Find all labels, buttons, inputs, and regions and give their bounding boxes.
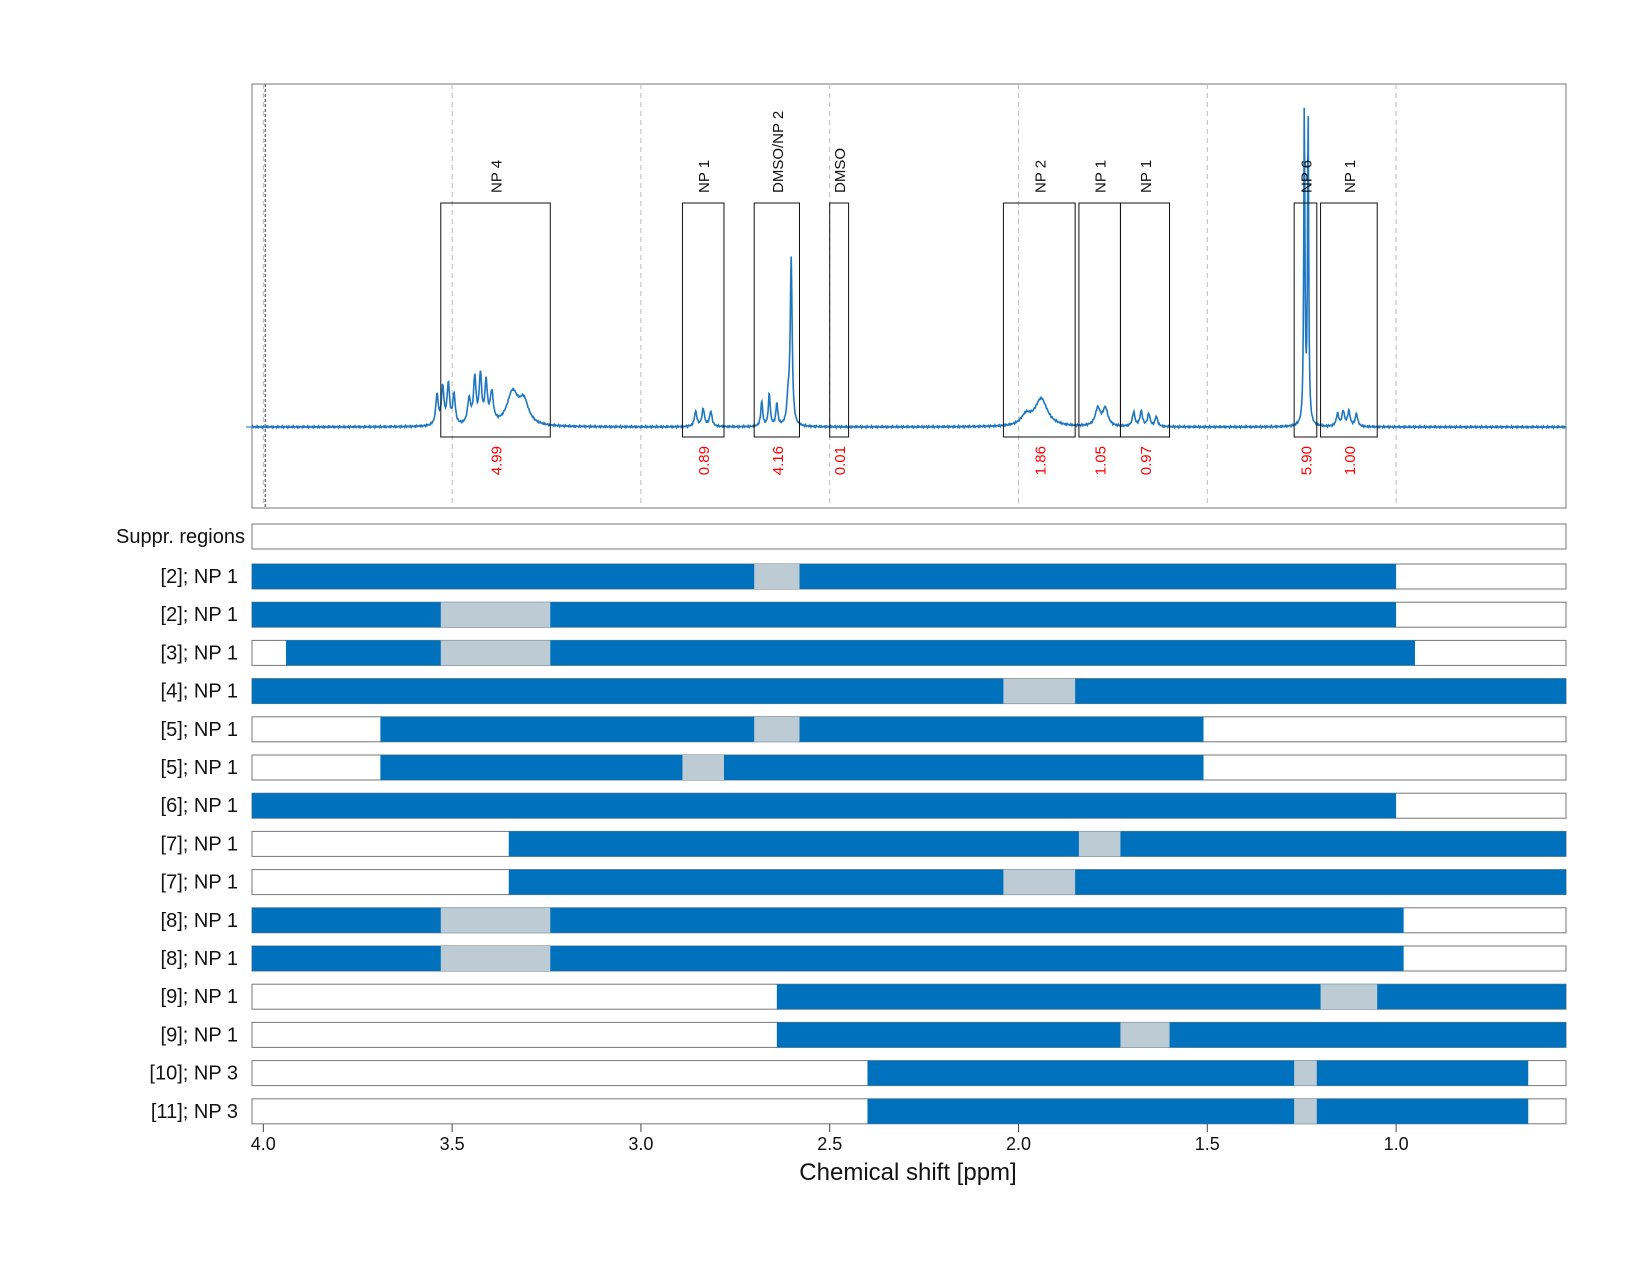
row-bar	[252, 564, 1397, 589]
row-bar	[776, 984, 1566, 1010]
region-label: NP 1	[1342, 160, 1359, 193]
region-box	[1320, 202, 1378, 438]
region-box	[1002, 202, 1076, 438]
row-gap	[440, 640, 551, 666]
region-label: DMSO/NP 2	[770, 111, 787, 193]
row-gap	[1078, 831, 1121, 857]
row-label: [6]; NP 1	[161, 795, 238, 817]
suppressed-regions-label: Suppr. regions	[116, 526, 245, 548]
x-tick-label: 4.0	[251, 1134, 276, 1154]
row-bar	[867, 1060, 1529, 1086]
x-tick-label: 2.0	[1006, 1134, 1031, 1154]
row-gap	[1294, 1060, 1317, 1086]
region-label: NP 1	[696, 160, 713, 193]
x-tick-label: 3.0	[628, 1134, 653, 1154]
integral-value: 0.89	[696, 446, 713, 475]
x-tick-label: 2.5	[817, 1134, 842, 1154]
region-box	[1119, 202, 1171, 438]
row-gap	[1320, 984, 1378, 1010]
region-box	[440, 202, 551, 438]
row-label: [9]; NP 1	[161, 986, 238, 1008]
suppressed-regions-row	[251, 523, 1567, 550]
row-label: [10]; NP 3	[149, 1063, 238, 1085]
integral-value: 4.99	[489, 446, 506, 475]
integral-value: 4.16	[770, 446, 787, 475]
integral-value: 1.86	[1032, 446, 1049, 475]
row-label: [3]; NP 1	[161, 642, 238, 664]
x-axis-label: Chemical shift [ppm]	[799, 1159, 1016, 1186]
row-bar	[508, 831, 1567, 857]
row-label: [8]; NP 1	[161, 910, 238, 932]
integral-value: 1.00	[1342, 446, 1359, 475]
row-bar	[776, 1022, 1566, 1048]
row-label: [2]; NP 1	[161, 566, 238, 588]
region-label: DMSO	[832, 148, 849, 193]
x-axis: 4.0 3.5 3.0 2.5 2.0 1.5 1.0	[251, 1124, 1409, 1154]
spectrum-frame	[251, 83, 1567, 509]
region-label: NP 4	[489, 160, 506, 193]
x-tick-label: 3.5	[440, 1134, 465, 1154]
region-label: NP 2	[1032, 160, 1049, 193]
region-box	[829, 202, 850, 438]
row-bar	[867, 1098, 1529, 1124]
region-label: NP 1	[1138, 160, 1155, 193]
row-label: [7]; NP 1	[161, 833, 238, 855]
row-bar	[252, 602, 1397, 628]
row-gap	[1120, 1022, 1170, 1048]
row-label: [7]; NP 1	[161, 872, 238, 894]
row-label: [9]; NP 1	[161, 1024, 238, 1046]
spectrum-line	[251, 107, 1567, 430]
row-gap	[754, 716, 800, 742]
row-label: [11]; NP 3	[151, 1101, 238, 1123]
integral-value: 0.01	[832, 446, 849, 475]
row-gap	[440, 907, 551, 933]
row-gap	[440, 946, 551, 971]
row-gap	[1003, 678, 1076, 704]
integral-value: 5.90	[1298, 446, 1315, 475]
row-bar	[252, 907, 1404, 933]
integral-value: 0.97	[1138, 446, 1155, 475]
row-label: [8]; NP 1	[161, 948, 238, 970]
x-tick-label: 1.5	[1195, 1134, 1220, 1154]
region-box	[1293, 202, 1318, 438]
integral-value: 1.05	[1093, 446, 1110, 475]
row-gap	[754, 564, 800, 589]
integration-bars-panel: Suppr. regions [2]; NP 1 [2]; NP 1 [3]; NP …	[116, 523, 1567, 1125]
row-bar	[252, 793, 1397, 819]
region-box	[681, 202, 725, 438]
row-gap	[1294, 1098, 1317, 1124]
row-gap	[682, 755, 724, 780]
region-label: NP 6	[1298, 160, 1315, 193]
spectrum-panel: NP 4 4.99 NP 1 0.89 DMSO/NP 2 4.16 DMSO 0.01 NP …	[246, 83, 1567, 509]
row-label: [5]; NP 1	[161, 757, 238, 779]
row-label: [5]; NP 1	[161, 719, 238, 741]
row-label: [2]; NP 1	[161, 604, 238, 626]
row-gap	[440, 602, 551, 628]
row-bar	[380, 755, 1204, 780]
region-label: NP 1	[1093, 160, 1110, 193]
row-bar	[252, 946, 1404, 971]
row-bar	[252, 678, 1566, 704]
region-box	[1078, 202, 1121, 438]
region-box	[753, 202, 800, 438]
row-gap	[1003, 869, 1076, 895]
row-label: [4]; NP 1	[161, 681, 238, 703]
x-tick-label: 1.0	[1384, 1134, 1409, 1154]
